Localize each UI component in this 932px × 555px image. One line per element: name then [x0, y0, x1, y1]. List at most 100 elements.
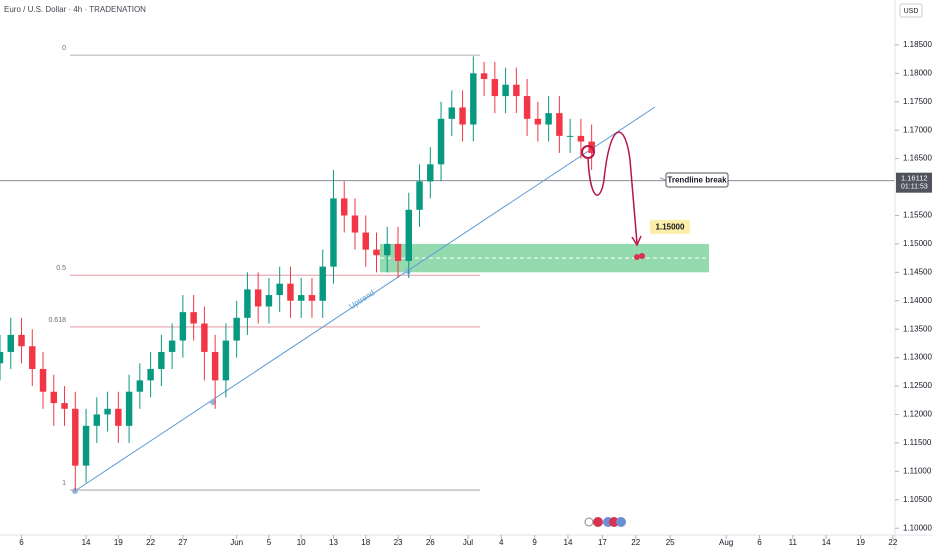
x-tick-label: 25	[666, 538, 675, 547]
candle-body	[233, 317, 240, 341]
candle-body	[18, 334, 25, 347]
candle-body	[244, 289, 251, 318]
chart-title: Euro / U.S. Dollar · 4h · TRADENATION	[4, 5, 146, 14]
candle-body	[50, 391, 58, 404]
candle-body	[448, 107, 456, 119]
candle-body	[394, 243, 402, 261]
candle-body	[491, 79, 499, 97]
x-tick-label: 23	[394, 538, 403, 547]
y-tick-label: 1.17000	[903, 125, 932, 134]
candle-body	[254, 289, 262, 307]
candle-body	[556, 113, 563, 136]
x-tick-label: 6	[757, 538, 762, 547]
candle-body	[545, 113, 552, 125]
fib-label: 0.5	[56, 265, 66, 272]
candle-body	[0, 351, 4, 364]
candle-body	[330, 198, 337, 267]
projection-arrow	[631, 235, 642, 247]
candle-body	[190, 312, 197, 324]
zone-label-box	[650, 219, 690, 234]
x-tick-label: Jul	[463, 538, 473, 547]
candle-body	[577, 135, 585, 142]
candle-body	[566, 135, 574, 137]
candle-body	[502, 84, 509, 97]
candle-body	[297, 295, 305, 301]
candle-body	[534, 118, 542, 125]
y-tick-label: 1.10000	[903, 523, 932, 532]
y-tick-label: 1.12000	[903, 410, 932, 419]
candle-body	[470, 73, 477, 125]
currency-box	[899, 3, 923, 18]
candle-body	[125, 391, 133, 426]
plot-layer: 0 0.5 0.618 1	[0, 45, 895, 491]
candle-body	[7, 334, 14, 352]
candle-body	[147, 368, 154, 381]
candle-body	[29, 346, 36, 369]
callout-text: Trendline break	[667, 176, 727, 185]
candle-body	[362, 232, 369, 250]
trend-point	[405, 268, 411, 274]
x-tick-label: 5	[267, 538, 272, 547]
x-tick-label: 22	[146, 538, 155, 547]
x-tick-label: 4	[499, 538, 504, 547]
x-tick-label: 13	[329, 538, 338, 547]
candle-body	[341, 198, 348, 216]
candle-body	[308, 295, 316, 301]
y-tick-label: 1.14000	[903, 296, 932, 305]
fib-label: 1	[62, 480, 66, 487]
candle-body	[416, 181, 423, 210]
x-tick-label: 11	[789, 538, 798, 547]
candle-body	[211, 351, 219, 381]
y-tick-label: 1.13500	[903, 324, 932, 333]
trendline	[74, 106, 656, 492]
candle-body	[373, 249, 380, 256]
candle-body	[319, 266, 326, 301]
y-tick-label: 1.15500	[903, 211, 932, 220]
candle-body	[459, 107, 466, 125]
x-tick-label: 9	[532, 538, 537, 547]
x-tick-label: 26	[426, 538, 435, 547]
callout-box	[665, 172, 729, 188]
y-tick-label: 1.12500	[903, 381, 932, 390]
candle-body	[287, 283, 294, 301]
y-tick-label: 1.15000	[903, 239, 932, 248]
trend-point	[210, 399, 216, 405]
y-tick-label: 1.18500	[903, 40, 932, 49]
current-price-label: 1.16112	[901, 174, 928, 183]
currency-label: USD	[904, 8, 919, 15]
projection-path	[587, 131, 638, 244]
zone-label: 1.15000	[656, 223, 685, 232]
candle-body	[136, 380, 144, 392]
y-tick-label: 1.10500	[903, 495, 932, 504]
y-tick-label: 1.14500	[903, 267, 932, 276]
candle-body	[93, 414, 101, 426]
candle-body	[61, 403, 68, 409]
event-icons	[584, 517, 626, 527]
y-tick-label: 1.11000	[903, 466, 932, 475]
candle-body	[222, 340, 230, 381]
candle-body	[115, 408, 122, 426]
y-tick-label: 1.17500	[903, 97, 932, 106]
y-tick-label: 1.16500	[903, 154, 932, 163]
candle-body	[384, 243, 391, 256]
x-tick-label: 22	[631, 538, 640, 547]
x-tick-label: 19	[114, 538, 123, 547]
y-tick-label: 1.18000	[903, 68, 932, 77]
icon	[639, 253, 645, 259]
candle-body	[480, 73, 488, 80]
candle-body	[72, 408, 79, 466]
candle-body	[513, 84, 520, 97]
x-tick-label: 6	[19, 538, 24, 547]
candle-body	[265, 295, 273, 307]
icon	[634, 254, 640, 260]
candle-body	[179, 312, 187, 341]
x-tick-label: 14	[82, 538, 91, 547]
y-tick-label: 1.13000	[903, 353, 932, 362]
candle-body	[276, 283, 283, 296]
x-tick-label: 27	[178, 538, 187, 547]
x-tick-label: 18	[361, 538, 370, 547]
x-tick-label: Aug	[719, 538, 733, 547]
callout-line	[659, 177, 667, 181]
candle-body	[405, 209, 413, 261]
